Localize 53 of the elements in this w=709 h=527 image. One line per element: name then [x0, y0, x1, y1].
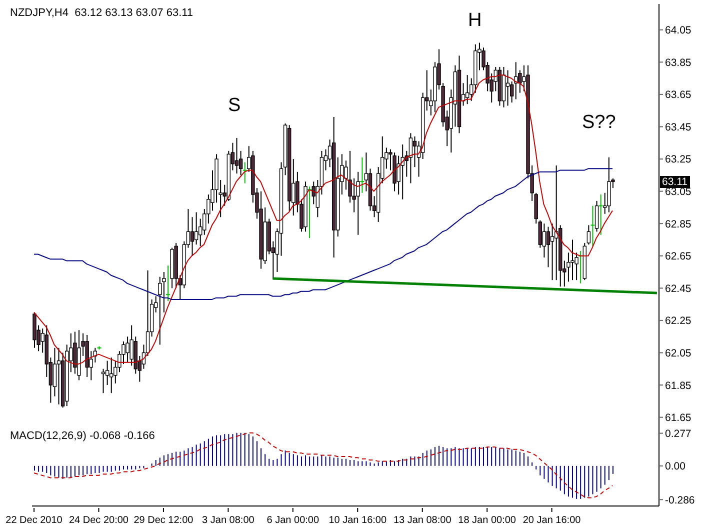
- y-tick-label: 62.45: [665, 282, 692, 295]
- chart-title: NZDJPY,H4 63.12 63.13 63.07 63.11: [10, 7, 194, 19]
- candlestick: [194, 212, 198, 246]
- y-tick-label: 63.65: [665, 89, 692, 102]
- candlestick: [158, 276, 162, 346]
- y-tick-label: -0.286: [665, 494, 695, 506]
- candlestick: [110, 357, 114, 394]
- annotation: S??: [582, 112, 616, 134]
- candlestick: [550, 223, 554, 281]
- y-tick-label: 0.277: [665, 428, 692, 440]
- candlestick: [590, 205, 596, 247]
- y-tick-label: 63.05: [665, 186, 692, 198]
- x-tick-label: 3 Jan 08:00: [202, 515, 255, 526]
- candlestick: [234, 138, 239, 174]
- candlestick: [165, 265, 170, 302]
- x-tick-label: 6 Jan 00:00: [266, 515, 320, 526]
- x-tick-label: 18 Jan 00:00: [458, 515, 516, 526]
- candlestick: [360, 156, 365, 194]
- y-tick-label: 63.85: [665, 56, 692, 69]
- chart-title: MACD(12,26,9) -0.068 -0.166: [10, 430, 155, 442]
- annotation: H: [468, 10, 482, 32]
- candlestick: [598, 194, 604, 236]
- y-tick-label: 63.45: [665, 121, 692, 134]
- candlestick: [190, 216, 194, 256]
- candlestick: [586, 224, 591, 246]
- y-tick-label: 0.00: [665, 460, 686, 473]
- x-tick-label: 20 Jan 16:00: [522, 515, 582, 526]
- annotation: S: [228, 95, 241, 117]
- candlestick: [546, 226, 550, 268]
- y-tick-label: 63.25: [665, 154, 692, 166]
- x-tick-label: 24 Dec 20:00: [68, 515, 129, 526]
- x-tick-label: 22 Dec 2010: [6, 515, 63, 526]
- x-tick-label: 29 Dec 12:00: [134, 515, 194, 526]
- annotation: 63.11: [660, 176, 690, 188]
- x-tick-label: 13 Jan 08:00: [393, 515, 452, 526]
- candlestick: [465, 74, 470, 105]
- candlestick: [594, 200, 599, 232]
- y-tick-label: 61.85: [665, 380, 692, 392]
- candlestick: [52, 347, 57, 397]
- candlestick: [356, 171, 360, 236]
- candlestick: [412, 136, 417, 168]
- candlestick: [126, 336, 130, 363]
- y-tick-label: 62.05: [665, 347, 692, 360]
- y-tick-label: 64.05: [665, 24, 692, 37]
- y-tick-label: 62.65: [665, 250, 692, 263]
- y-tick-label: 62.25: [665, 315, 692, 328]
- candlestick: [408, 132, 413, 184]
- y-tick-label: 61.65: [665, 412, 692, 424]
- x-tick-label: 10 Jan 16:00: [328, 515, 387, 526]
- y-tick-label: 62.85: [665, 218, 692, 230]
- candlestick: [56, 347, 61, 405]
- candlestick: [570, 239, 574, 281]
- line-series: [34, 168, 613, 300]
